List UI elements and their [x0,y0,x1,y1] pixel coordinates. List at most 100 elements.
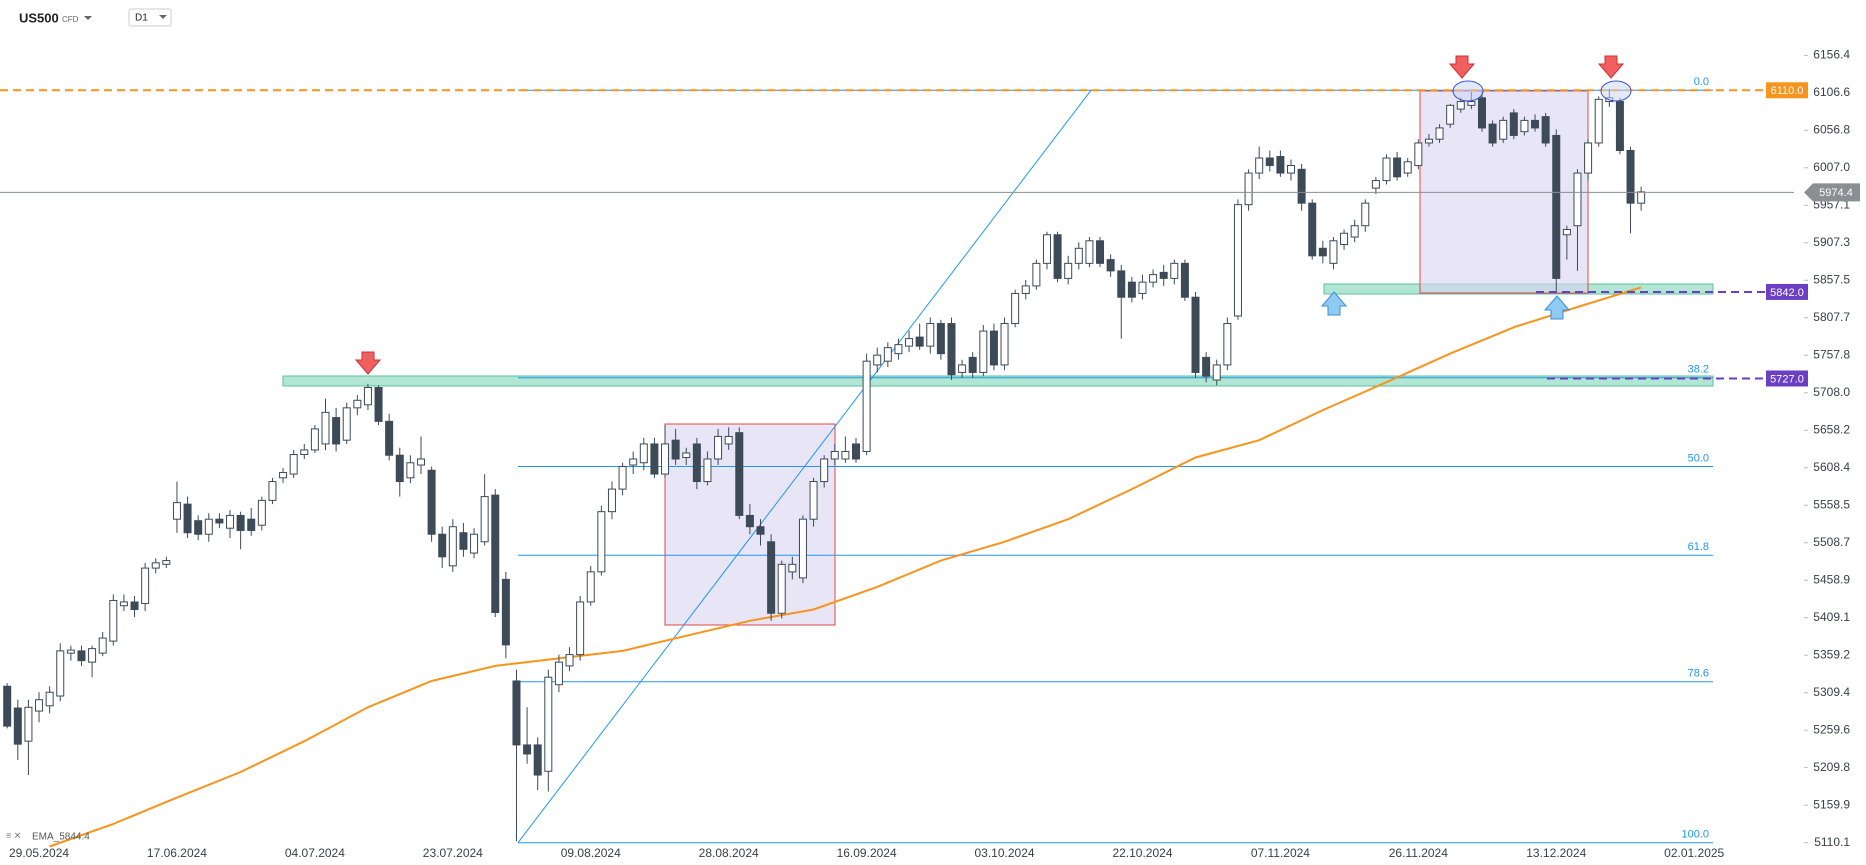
candle-body [1011,292,1020,325]
x-tick-label: 28.08.2024 [699,846,759,860]
candle-body [1106,259,1115,272]
candle-body [735,432,744,516]
y-tick-label: 5508.7 [1813,535,1850,549]
up-arrow [1543,295,1571,320]
candle-body [1584,142,1593,174]
timeframe-select[interactable] [128,8,172,27]
x-tick-label: 03.10.2024 [975,846,1035,860]
candle-body [936,323,945,355]
price-tag [1766,82,1808,99]
candle-body [1403,161,1412,174]
candle-body [1573,172,1582,227]
candle-body [650,443,659,475]
candle-body [1276,156,1285,174]
candle-body [1159,271,1168,279]
x-tick-label: 07.11.2024 [1251,846,1310,860]
candle-body [820,458,829,483]
candle-body [661,443,670,475]
candle-body [576,601,585,656]
candle-body [1637,191,1646,204]
candle-body [1064,262,1073,279]
candle-body [798,518,807,579]
y-tick-label: 6007.0 [1813,160,1850,174]
candle-body [1435,127,1444,140]
candle-body [597,511,606,573]
x-tick-label: 29.05.2024 [9,846,69,860]
candle-body [1329,240,1338,264]
candle-body [1499,119,1508,140]
symbol[interactable]: US500 [19,10,59,25]
x-tick-label: 22.10.2024 [1112,846,1172,860]
price-tag [1804,183,1860,202]
candle-body [947,323,956,376]
candle-body [756,526,765,535]
candle-body [968,356,977,373]
x-tick-label: 23.07.2024 [423,846,483,860]
symbol-dropdown[interactable] [84,16,92,20]
candle-body [491,494,500,613]
candle-body [618,466,627,490]
down-arrow [1597,55,1625,79]
candle-body [194,520,203,535]
candle-body [1021,285,1030,294]
candle-body [958,364,967,373]
candle-body [1541,116,1550,144]
candle-body [512,680,521,746]
price-tag [1766,370,1808,387]
candle-body [1350,225,1359,238]
y-tick-label: 5708.0 [1813,385,1850,399]
candle-body [671,439,680,460]
candle-body [1531,119,1540,129]
ema-legend: EMA_5844.4 [32,832,90,843]
candle-body [1138,281,1147,294]
y-tick-label: 5159.9 [1813,797,1850,811]
candle-body [1509,112,1518,136]
candle-body [459,532,468,550]
x-tick-label: 02.01.2025 [1664,846,1724,860]
candle-body [544,676,553,772]
candle-body [586,571,595,603]
candle-body [830,450,839,460]
candle-body [1393,157,1402,178]
price-tag-label: 5727.0 [1770,373,1804,385]
price-tag-label: 5974.4 [1819,187,1853,199]
candle-body [1265,157,1274,167]
x-tick-label: 09.08.2024 [561,846,621,860]
candle-body [1308,202,1317,257]
fib-label: 0.0 [1694,76,1709,88]
candle-body [565,654,574,667]
candle-body [989,330,998,366]
y-tick-label: 5458.9 [1813,572,1850,586]
candle-body [427,469,436,535]
indicator-icons[interactable]: ≡ ✕ [6,830,21,840]
candle-body [374,387,383,422]
candle-body [1594,98,1603,144]
candle-body [416,458,425,466]
candle-body [533,744,542,776]
y-tick-label: 5359.2 [1813,647,1850,661]
candle-body [353,399,362,409]
candle-body [703,458,712,483]
candle-body [226,514,235,529]
candle-body [1488,123,1497,144]
candle-body [1096,240,1105,264]
x-tick-label: 16.09.2024 [837,846,897,860]
candle-body [1297,168,1306,204]
candle-body [905,338,914,347]
candle-body [501,578,510,646]
fib-trend-line [517,89,1092,844]
candle-body [300,449,309,455]
candle-body [1615,101,1624,151]
candle-body [809,481,818,520]
x-tick-label: 04.07.2024 [285,846,345,860]
candle-body [385,420,394,456]
candle-body [1117,270,1126,298]
candle-body [88,648,97,663]
candle-body [873,354,882,366]
candle-body [24,706,33,742]
candle-body [1000,323,1009,366]
y-tick-label: 6106.6 [1813,85,1850,99]
fib-label: 61.8 [1688,541,1709,553]
candle-body [257,499,266,526]
